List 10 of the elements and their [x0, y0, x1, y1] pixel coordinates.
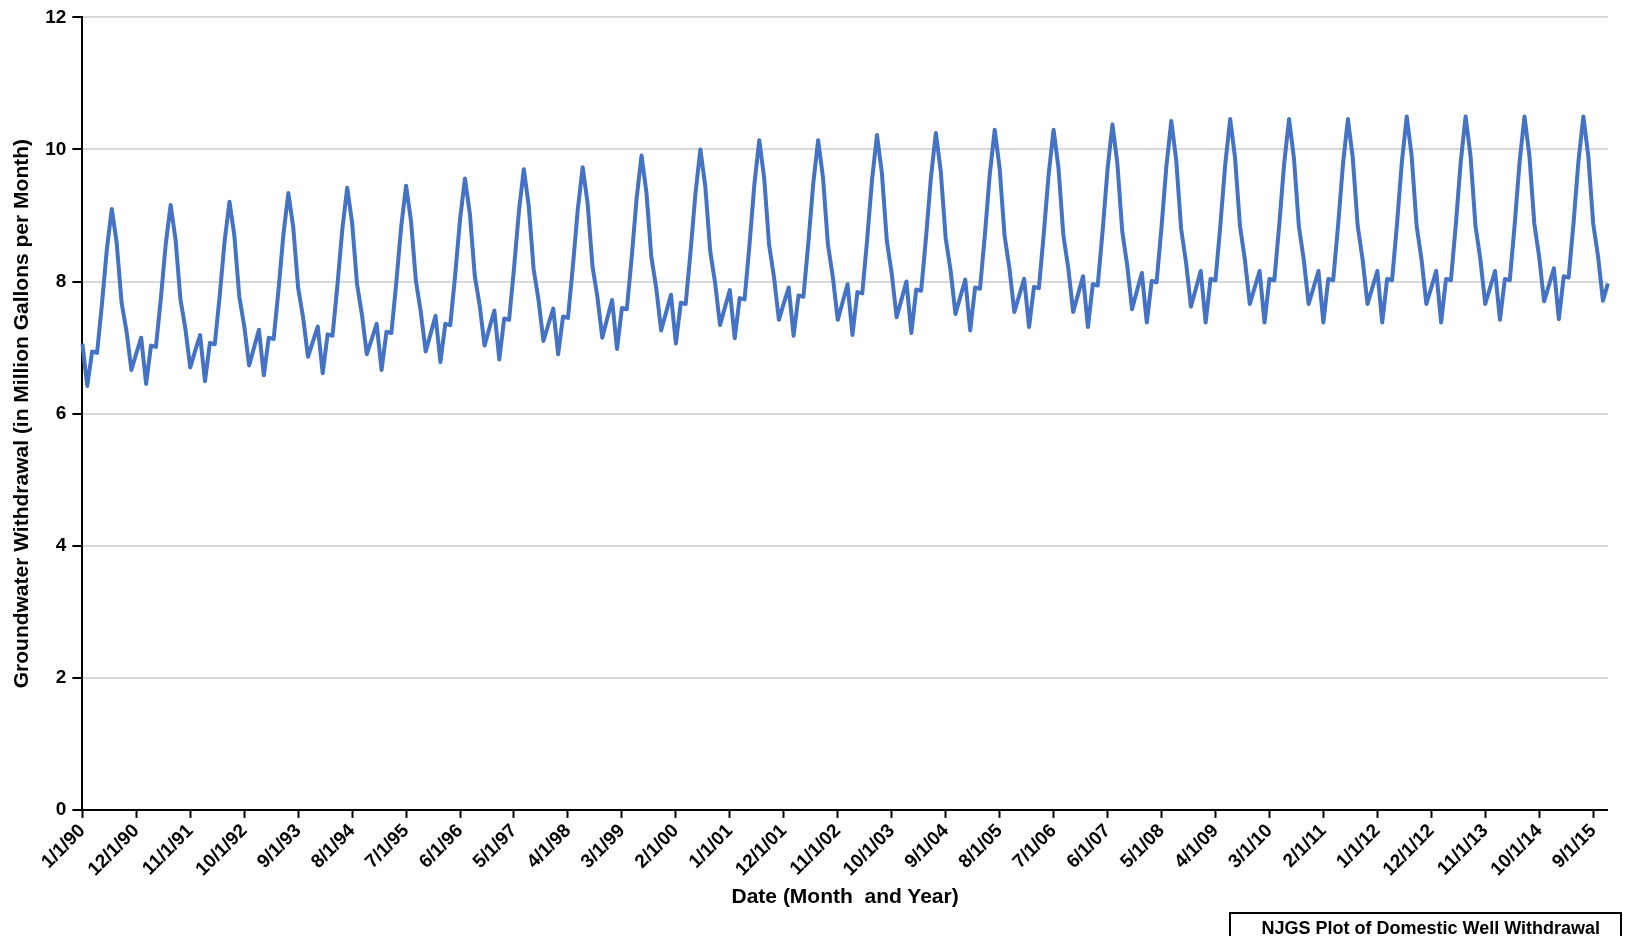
y-tick-label: 4 [55, 533, 67, 555]
y-tick-label: 2 [55, 666, 67, 688]
y-tick-label: 12 [45, 5, 67, 27]
y-tick-label: 10 [45, 137, 67, 159]
x-axis-title: Date (Month and Year) [731, 884, 959, 908]
y-tick-label: 6 [55, 401, 67, 423]
y-tick-label: 0 [55, 798, 67, 820]
y-axis-title: Groundwater Withdrawal (in Million Gallons per Month) [9, 138, 33, 689]
text: NJGS Plot of Domestic Well Withdrawal [1229, 912, 1622, 936]
y-tick-label: 8 [55, 269, 67, 291]
